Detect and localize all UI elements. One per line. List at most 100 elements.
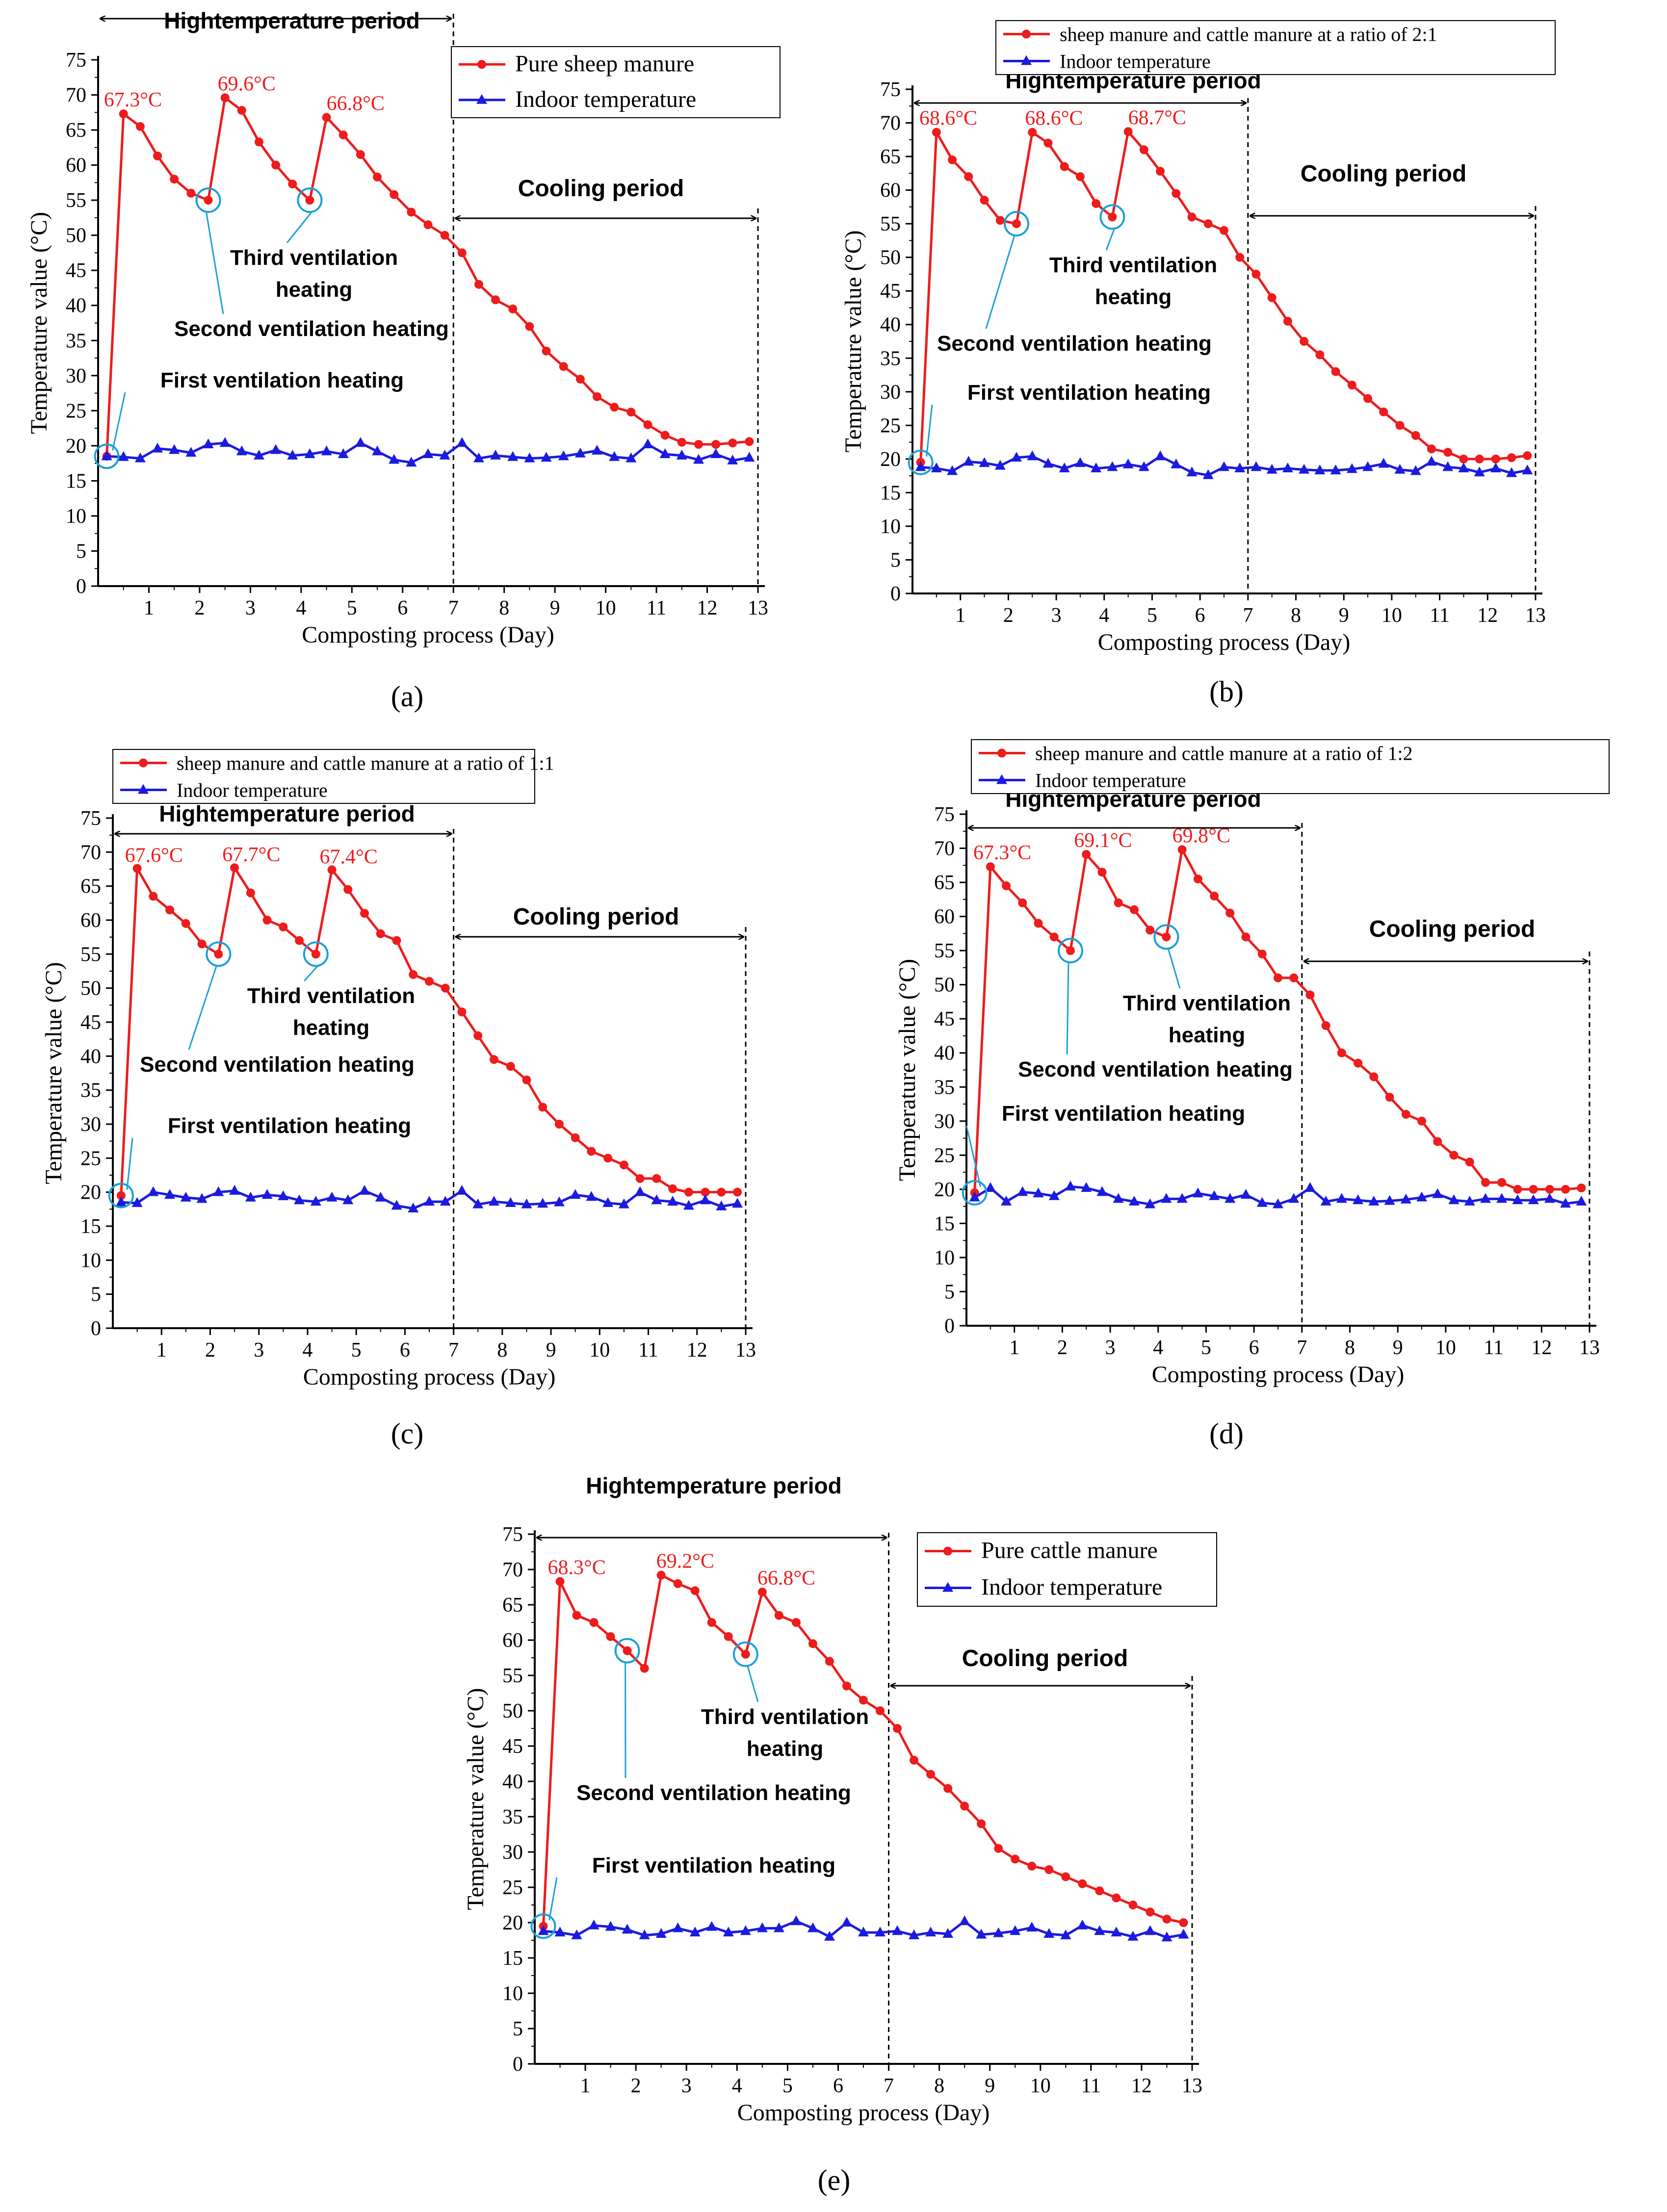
x-tick-label: 11 — [1081, 2075, 1101, 2097]
y-tick-label: 20 — [880, 448, 901, 471]
y-tick-label: 0 — [91, 1317, 101, 1340]
indoor-temperature-point — [1378, 458, 1389, 468]
compost-temperature-point — [643, 420, 652, 429]
y-tick-label: 55 — [66, 189, 86, 212]
indoor-temperature-point — [985, 1182, 996, 1192]
compost-temperature-point — [554, 1120, 564, 1129]
peak-temperature-label: 68.7°C — [1128, 106, 1186, 129]
x-tick-label: 5 — [347, 597, 357, 619]
indoor-temperature-point — [1155, 450, 1166, 461]
compost-temperature-point — [1177, 845, 1187, 854]
compost-temperature-point — [1331, 367, 1340, 376]
x-tick-label: 9 — [1339, 604, 1349, 627]
peak-temperature-label: 66.8°C — [757, 1567, 815, 1590]
indoor-temperature-point — [655, 1928, 667, 1938]
compost-temperature-point — [660, 431, 670, 440]
compost-temperature-point — [1049, 932, 1059, 942]
peak-temperature-label: 69.8°C — [1172, 824, 1230, 847]
compost-temperature-point — [409, 970, 418, 979]
third-ventilation-marker — [303, 941, 329, 967]
y-tick-label: 25 — [66, 400, 86, 422]
y-tick-label: 60 — [880, 180, 901, 202]
cooling-period-label: Cooling period — [1301, 161, 1467, 187]
compost-temperature-point — [197, 939, 207, 949]
indoor-temperature-point — [1161, 1931, 1172, 1942]
legend-marker-circle — [943, 1546, 952, 1556]
y-tick-label: 50 — [934, 974, 955, 997]
legend-box — [995, 20, 1556, 75]
indoor-temperature-point — [287, 449, 298, 460]
compost-temperature-point — [684, 1187, 693, 1197]
indoor-temperature-point — [1384, 1195, 1395, 1205]
compost-temperature-point — [305, 196, 314, 205]
x-tick-label: 12 — [687, 1339, 707, 1362]
indoor-temperature-point — [164, 1189, 176, 1199]
indoor-temperature-point — [1111, 1927, 1122, 1937]
compost-temperature-point — [1066, 946, 1075, 955]
indoor-temperature-point — [727, 454, 738, 464]
peak-temperature-label: 67.3°C — [973, 842, 1031, 864]
compost-temperature-point — [1078, 1879, 1087, 1888]
indoor-temperature-point — [959, 1915, 970, 1926]
indoor-temperature-point — [490, 449, 501, 460]
y-axis-label: Temperature value (°C) — [463, 1688, 489, 1910]
compost-temperature-point — [1012, 219, 1021, 229]
legend-compost-label: Pure sheep manure — [515, 51, 694, 77]
compost-temperature-point — [694, 440, 703, 449]
indoor-temperature-point — [744, 452, 755, 462]
indoor-temperature-point — [592, 444, 603, 455]
indoor-temperature-point — [909, 1929, 920, 1939]
y-tick-label: 45 — [934, 1008, 955, 1030]
indoor-temperature-point — [180, 1191, 191, 1202]
third-ventilation-leader — [1167, 948, 1181, 989]
compost-temperature-point — [575, 374, 585, 384]
legend-box — [971, 739, 1610, 794]
second-ventilation-marker — [1003, 211, 1029, 237]
compost-temperature-point — [322, 113, 331, 122]
y-tick-label: 55 — [502, 1665, 523, 1687]
x-tick-label: 10 — [1381, 604, 1402, 627]
compost-temperature-point — [1523, 451, 1532, 461]
indoor-temperature-point — [1048, 1190, 1060, 1200]
indoor-temperature-point — [1273, 1198, 1283, 1209]
peak-temperature-label: 66.8°C — [327, 92, 385, 115]
panel-label: (b) — [1209, 675, 1244, 708]
compost-temperature-point — [506, 1062, 515, 1071]
x-tick-label: 2 — [205, 1339, 215, 1362]
compost-temperature-point — [1028, 128, 1037, 137]
indoor-temperature-point — [310, 1196, 321, 1206]
legend: sheep manure and cattle manure at a rati… — [995, 20, 1556, 75]
x-tick-label: 1 — [955, 604, 965, 627]
indoor-temperature-point — [1448, 1194, 1459, 1205]
third-ventilation-marker — [732, 1641, 758, 1667]
compost-temperature-point — [1128, 1901, 1138, 1909]
x-tick-label: 12 — [1131, 2075, 1152, 2097]
compost-temperature-point — [960, 1801, 969, 1811]
second-ventilation-leader — [206, 211, 224, 314]
indoor-temperature-point — [131, 1197, 143, 1207]
x-tick-label: 8 — [1291, 604, 1301, 627]
third-ventilation-label-line1: Third ventilation — [1123, 991, 1291, 1015]
x-tick-label: 13 — [735, 1339, 756, 1362]
panel-label: (e) — [818, 2164, 851, 2196]
compost-temperature-point — [186, 188, 196, 198]
compost-temperature-point — [1459, 454, 1468, 463]
indoor-temperature-point — [1544, 1193, 1555, 1203]
compost-temperature-point — [254, 137, 263, 147]
indoor-temperature-point — [706, 1921, 717, 1931]
y-tick-label: 60 — [66, 154, 86, 177]
indoor-temperature-point — [1560, 1198, 1571, 1208]
legend-indoor-label: Indoor temperature — [1060, 51, 1211, 73]
legend-marker-triangle — [476, 94, 487, 104]
indoor-temperature-point — [915, 461, 926, 471]
second-ventilation-leader — [1066, 962, 1069, 1055]
y-axis-label: Temperature value (°C) — [840, 231, 866, 453]
y-tick-label: 65 — [80, 875, 101, 898]
second-ventilation-marker — [1057, 938, 1083, 964]
third-ventilation-label-line1: Third ventilation — [230, 246, 398, 270]
x-tick-label: 4 — [1153, 1337, 1163, 1359]
compost-temperature-point — [165, 905, 175, 915]
compost-temperature-point — [1162, 1914, 1172, 1924]
second-ventilation-label: Second ventilation heating — [174, 317, 449, 341]
indoor-temperature-point — [1330, 464, 1341, 475]
